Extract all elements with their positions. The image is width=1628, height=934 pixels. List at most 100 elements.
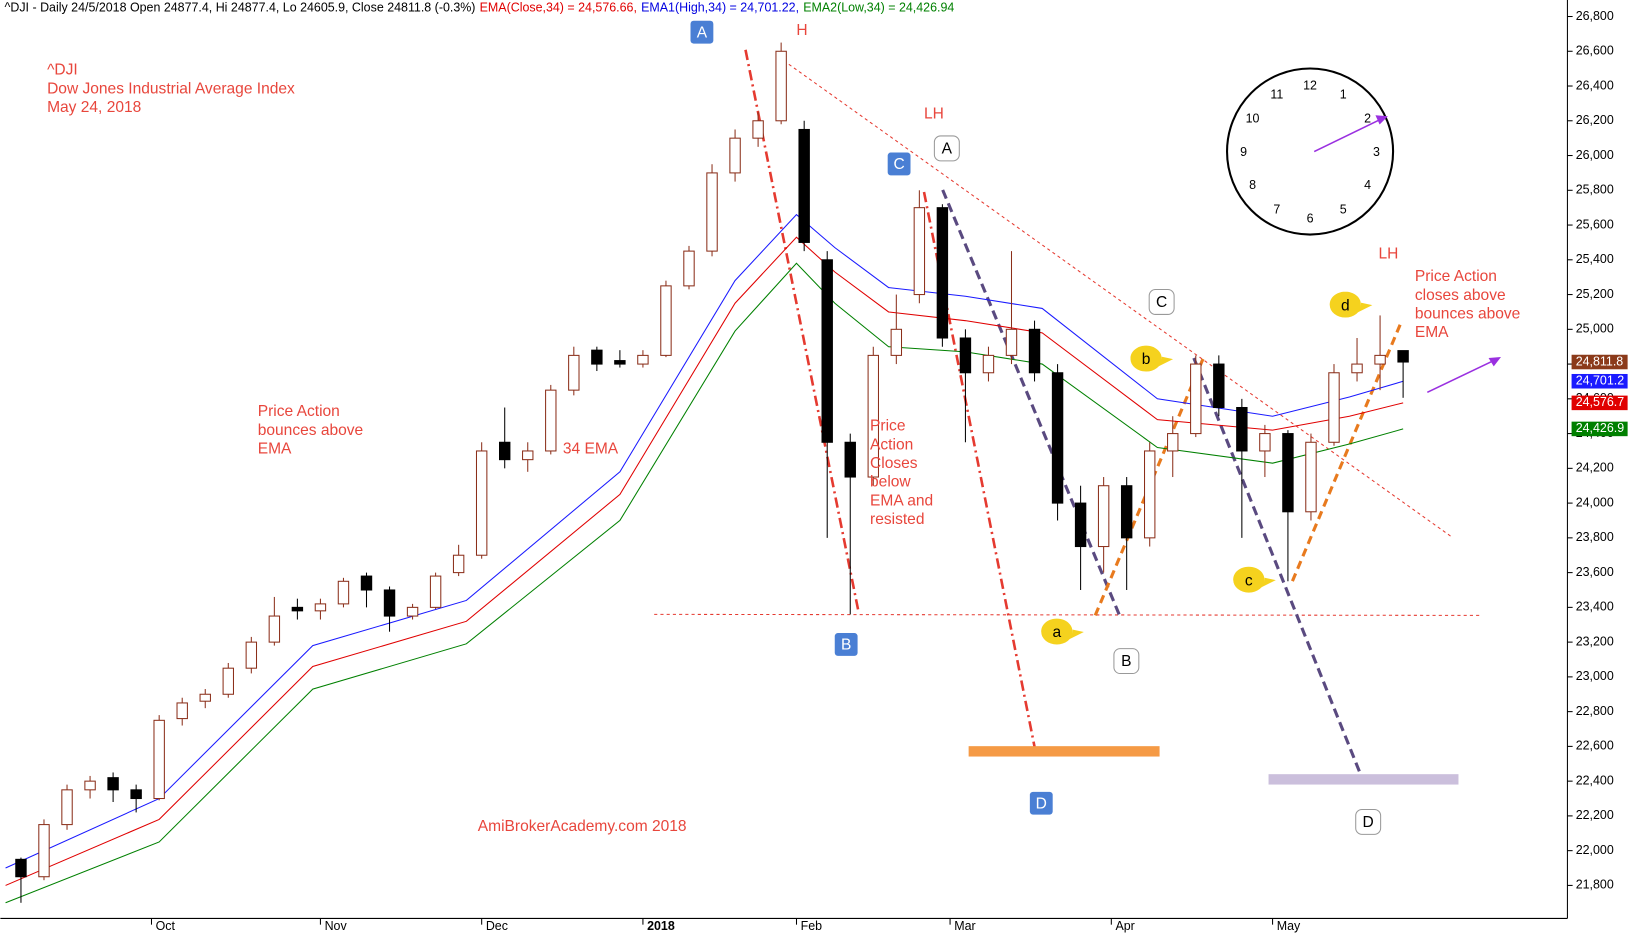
channel-line [1290, 321, 1403, 582]
point-label: A [942, 141, 953, 158]
y-tick-label: 22,000 [1576, 843, 1614, 857]
annotation: Action [870, 436, 913, 453]
annotation: EMA [1415, 324, 1449, 341]
x-tick-label: Apr [1115, 919, 1134, 933]
clock-number: 6 [1307, 211, 1314, 225]
point-box [1029, 791, 1053, 815]
clock-number: 8 [1249, 178, 1256, 192]
candle-body [291, 606, 304, 612]
trend-line [778, 56, 1452, 537]
point-box [1355, 808, 1382, 835]
candle-body [729, 137, 741, 174]
y-tick-label: 25,400 [1576, 252, 1614, 266]
annotation: bounces above [1415, 306, 1520, 323]
point-box [887, 152, 911, 176]
annotation-lines [654, 49, 1502, 785]
annotation: Closes [870, 455, 918, 472]
annotation: EMA [258, 440, 292, 457]
candle-body [1051, 372, 1064, 504]
y-tick-label: 23,000 [1576, 669, 1614, 683]
target-zone [1268, 774, 1459, 785]
point-box [1148, 289, 1175, 315]
candle-body [268, 615, 281, 643]
price-tag [1571, 373, 1628, 389]
callout [1233, 566, 1276, 589]
clock-face [1225, 67, 1395, 236]
y-tick-label: 21,800 [1576, 878, 1614, 892]
candle-body [314, 603, 327, 612]
clock-number: 2 [1364, 112, 1371, 126]
candle-body [107, 777, 119, 791]
candle-body [1005, 328, 1018, 356]
header-part: EMA1(High,34) = 24,701.22, [641, 1, 799, 15]
ema-line [5, 236, 1404, 886]
annotation: below [870, 474, 911, 491]
y-tick-label: 25,000 [1576, 322, 1614, 336]
clock-number: 12 [1303, 78, 1317, 92]
y-tick-label: 24,000 [1576, 495, 1614, 509]
clock-number: 1 [1340, 87, 1347, 101]
header-part: EMA(Close,34) = 24,576.66, [480, 1, 637, 15]
y-tick-label: 26,800 [1576, 9, 1614, 23]
x-tick-label: 2018 [647, 919, 675, 933]
candle-body [499, 441, 511, 461]
candle-body [1282, 433, 1294, 513]
callout [1329, 291, 1373, 314]
annotation: 34 EMA [563, 440, 619, 457]
point-box [1113, 648, 1140, 675]
candle-body [61, 789, 73, 826]
annotation: ^DJI [47, 62, 78, 79]
candle-body [84, 780, 96, 791]
candle-body [383, 589, 396, 617]
annotation: resisted [870, 511, 924, 528]
candle-body [752, 120, 764, 139]
candle-body [1028, 328, 1041, 374]
clock-number: 3 [1373, 145, 1380, 159]
x-tick-label: Oct [156, 919, 176, 933]
candle-body [913, 207, 926, 296]
candle-body [1374, 354, 1386, 365]
price-tag [1571, 395, 1628, 411]
candle-body [959, 337, 972, 374]
point-label: A [697, 24, 708, 41]
y-tick-label: 22,800 [1576, 704, 1614, 718]
arrow [1426, 359, 1496, 393]
candle-body [1305, 441, 1317, 513]
clock-number: 5 [1340, 202, 1347, 216]
callout-label: a [1053, 624, 1062, 641]
annotation: Dow Jones Industrial Average Index [47, 80, 295, 97]
candle-body [637, 354, 649, 365]
candle-body [130, 789, 142, 800]
candle-body [1328, 372, 1340, 443]
candle-body [660, 285, 672, 356]
y-tick-label: 23,600 [1576, 565, 1614, 579]
callout [1130, 345, 1174, 368]
x-tick-label: Feb [801, 919, 823, 933]
arrow-head [1488, 356, 1502, 367]
candle-body [245, 641, 258, 669]
candle-body [1259, 433, 1271, 452]
header-part: EMA2(Low,34) = 24,426.94 [803, 1, 954, 15]
candle-body [706, 172, 718, 252]
candle-body [15, 858, 27, 878]
x-tick-label: Dec [486, 919, 508, 933]
point-label: D [1363, 814, 1374, 831]
callout-body [1041, 619, 1073, 645]
candle-body [176, 702, 188, 720]
candle-body [337, 580, 350, 605]
y-tick-label: 23,800 [1576, 530, 1614, 544]
annotation: Price [870, 418, 905, 435]
callout-label: b [1142, 351, 1151, 368]
annotation: closes above [1415, 287, 1506, 304]
annotation: LH [1379, 245, 1399, 262]
point-label: B [841, 637, 851, 654]
candle-body [222, 667, 234, 695]
candle-body [844, 441, 856, 478]
support-line [654, 613, 1480, 616]
candle-body [1236, 406, 1248, 452]
abcd-line [1192, 357, 1365, 781]
candle-body [798, 128, 810, 243]
point-label: D [1036, 795, 1047, 812]
candle-body [1167, 433, 1179, 452]
